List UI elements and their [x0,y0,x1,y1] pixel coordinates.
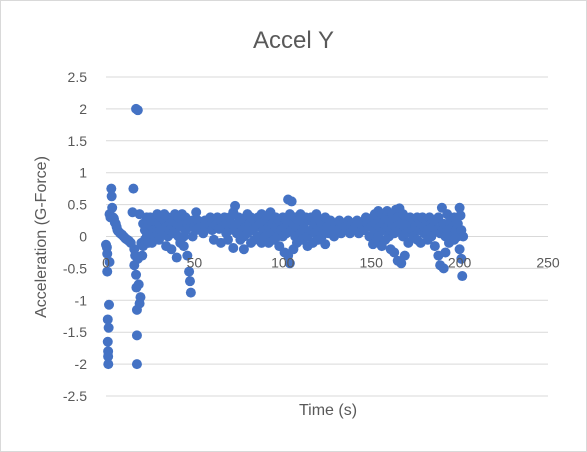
data-point [104,299,115,310]
data-point [457,271,468,282]
y-tick-label: -0.5 [63,260,87,276]
data-point [102,336,113,347]
y-tick-label: 1 [79,165,87,181]
data-point [184,266,195,277]
y-tick-label: -1 [75,292,88,308]
y-tick-label: 2 [79,101,87,117]
y-tick-label: 0 [79,229,87,245]
y-tick-labels: -2.5 -2 -1.5 -1 -0.5 0 0.5 1 1.5 2 2.5 [63,69,87,404]
data-point [454,202,465,213]
y-tick-label: -2 [75,356,88,372]
data-point [171,252,182,263]
y-tick-label: -1.5 [63,324,87,340]
data-point [107,202,118,213]
data-point [182,250,193,261]
data-point [320,239,331,250]
data-point [102,248,113,259]
data-point [455,210,466,221]
chart-title: Accel Y [253,27,334,54]
data-point [128,183,139,194]
data-point [429,241,440,252]
data-point [454,244,465,255]
x-tick-label: 200 [448,255,472,271]
x-tick-labels: 0 50 100 150 200 250 [102,255,560,271]
data-point [106,191,117,202]
y-tick-label: 2.5 [68,69,88,85]
data-point [133,279,144,290]
data-point [104,257,115,268]
data-point [389,247,400,258]
data-point [438,263,449,274]
data-point [284,258,295,269]
data-point [238,244,249,255]
y-tick-label: -2.5 [63,388,87,404]
data-point [456,253,467,264]
y-tick-label: 1.5 [68,133,88,149]
data-point [396,258,407,269]
data-point [131,269,142,280]
data-point [102,266,113,277]
data-point [440,247,451,258]
x-tick-label: 100 [271,255,295,271]
data-point [230,200,241,211]
x-tick-label: 0 [102,255,110,271]
data-point [228,242,239,253]
data-point [166,244,177,255]
data-point [103,351,114,362]
data-point [458,231,469,242]
data-points [101,103,469,370]
data-point [399,250,410,261]
data-point [131,330,142,341]
x-tick-label: 250 [536,255,560,271]
y-tick-label: 0.5 [68,197,88,213]
data-point [286,196,297,207]
data-point [106,183,117,194]
data-point [184,276,195,287]
data-point [185,287,196,298]
data-point [222,234,233,245]
data-point [135,292,146,303]
data-point [191,207,202,218]
data-point [102,314,113,325]
data-point [137,250,148,261]
x-tick-label: 150 [360,255,384,271]
x-axis-title: Time (s) [298,402,358,419]
gridlines [106,76,548,397]
data-point [132,105,143,116]
x-tick-label: 50 [187,255,203,271]
data-point [103,322,114,333]
data-point [103,359,114,370]
data-point [178,241,189,252]
data-point [131,359,142,370]
